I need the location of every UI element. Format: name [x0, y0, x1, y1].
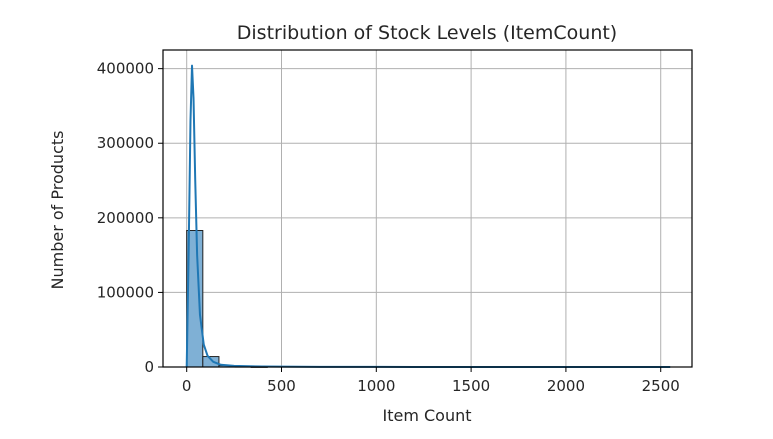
y-tick-label: 0 [144, 358, 154, 376]
plot-frame [162, 49, 693, 368]
x-tick-label: 2500 [642, 377, 680, 395]
y-tick-label: 200000 [97, 209, 154, 227]
y-axis-label: Number of Products [48, 131, 67, 290]
x-tick-label: 2000 [547, 377, 585, 395]
x-tick-label: 1500 [452, 377, 490, 395]
x-tick-label: 1000 [357, 377, 395, 395]
x-tick-label: 500 [267, 377, 296, 395]
x-tick-label: 0 [182, 377, 192, 395]
chart-title: Distribution of Stock Levels (ItemCount) [237, 22, 617, 44]
y-tick-label: 300000 [97, 134, 154, 152]
kde-curve [185, 64, 671, 368]
axis-ticks: 0 500 1000 1500 2000 2500 0 100000 200000 300000 4… [97, 60, 680, 395]
y-tick-label: 100000 [97, 283, 154, 301]
grid-lines [163, 50, 692, 368]
x-axis-label: Item Count [382, 406, 471, 425]
y-tick-label: 400000 [97, 60, 154, 78]
kde-curve-layer [185, 64, 671, 368]
